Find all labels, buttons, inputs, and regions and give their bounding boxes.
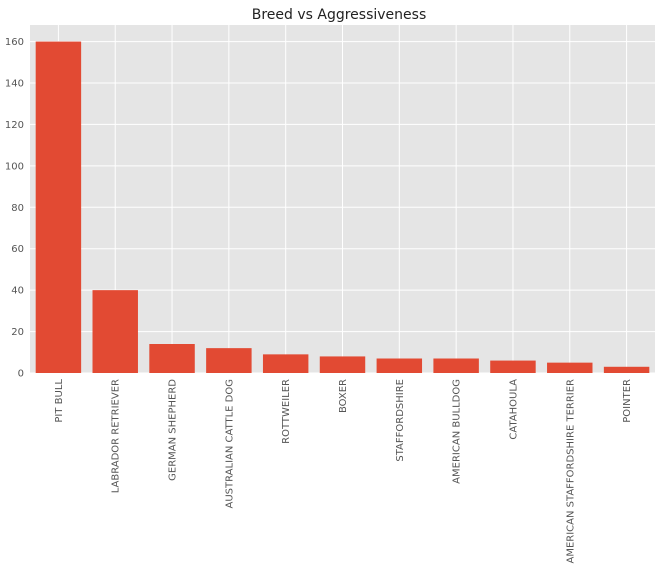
y-tick-label: 80	[11, 203, 24, 214]
x-tick-label: BOXER	[338, 379, 349, 413]
x-tick-label: PIT BULL	[54, 379, 65, 423]
y-tick-label: 100	[5, 161, 24, 172]
bar-staffordshire	[376, 358, 423, 373]
y-tick-label: 60	[11, 244, 24, 255]
bar-labrador-retriever	[92, 290, 138, 373]
bar-german-shepherd	[149, 344, 195, 373]
x-tick-label: AMERICAN BULLDOG	[452, 379, 463, 484]
x-tick-label: POINTER	[622, 379, 633, 423]
bars	[35, 41, 650, 373]
y-tick-label: 140	[5, 79, 24, 90]
y-tick-label: 20	[11, 327, 24, 338]
y-axis-ticks: 0 20 40 60 80 100 120 140 160	[5, 37, 24, 379]
bar-rottweiler	[262, 354, 309, 373]
y-tick-label: 160	[5, 37, 24, 48]
chart-title: Breed vs Aggressiveness	[252, 7, 427, 23]
y-tick-label: 0	[18, 369, 24, 380]
bar-catahoula	[490, 360, 536, 373]
bar-american-staffordshire-terrier	[547, 362, 593, 373]
x-tick-label: CATAHOULA	[508, 379, 519, 440]
y-tick-label: 120	[5, 120, 24, 131]
x-tick-label: STAFFORDSHIRE	[395, 379, 406, 462]
x-tick-label: GERMAN SHEPHERD	[168, 379, 179, 481]
x-tick-label: ROTTWEILER	[281, 379, 292, 444]
x-tick-label: AMERICAN STAFFORDSHIRE TERRIER	[565, 379, 576, 564]
x-tick-label: LABRADOR RETRIEVER	[111, 379, 122, 493]
bar-pointer	[603, 366, 650, 373]
bar-boxer	[319, 356, 366, 373]
y-tick-label: 40	[11, 286, 24, 297]
bar-australian-cattle-dog	[206, 348, 252, 373]
bar-pit-bull	[35, 41, 82, 373]
x-axis-ticks: PIT BULL LABRADOR RETRIEVER GERMAN SHEPHER…	[54, 379, 633, 564]
bar-american-bulldog	[433, 358, 479, 373]
x-tick-label: AUSTRALIAN CATTLE DOG	[224, 379, 235, 509]
